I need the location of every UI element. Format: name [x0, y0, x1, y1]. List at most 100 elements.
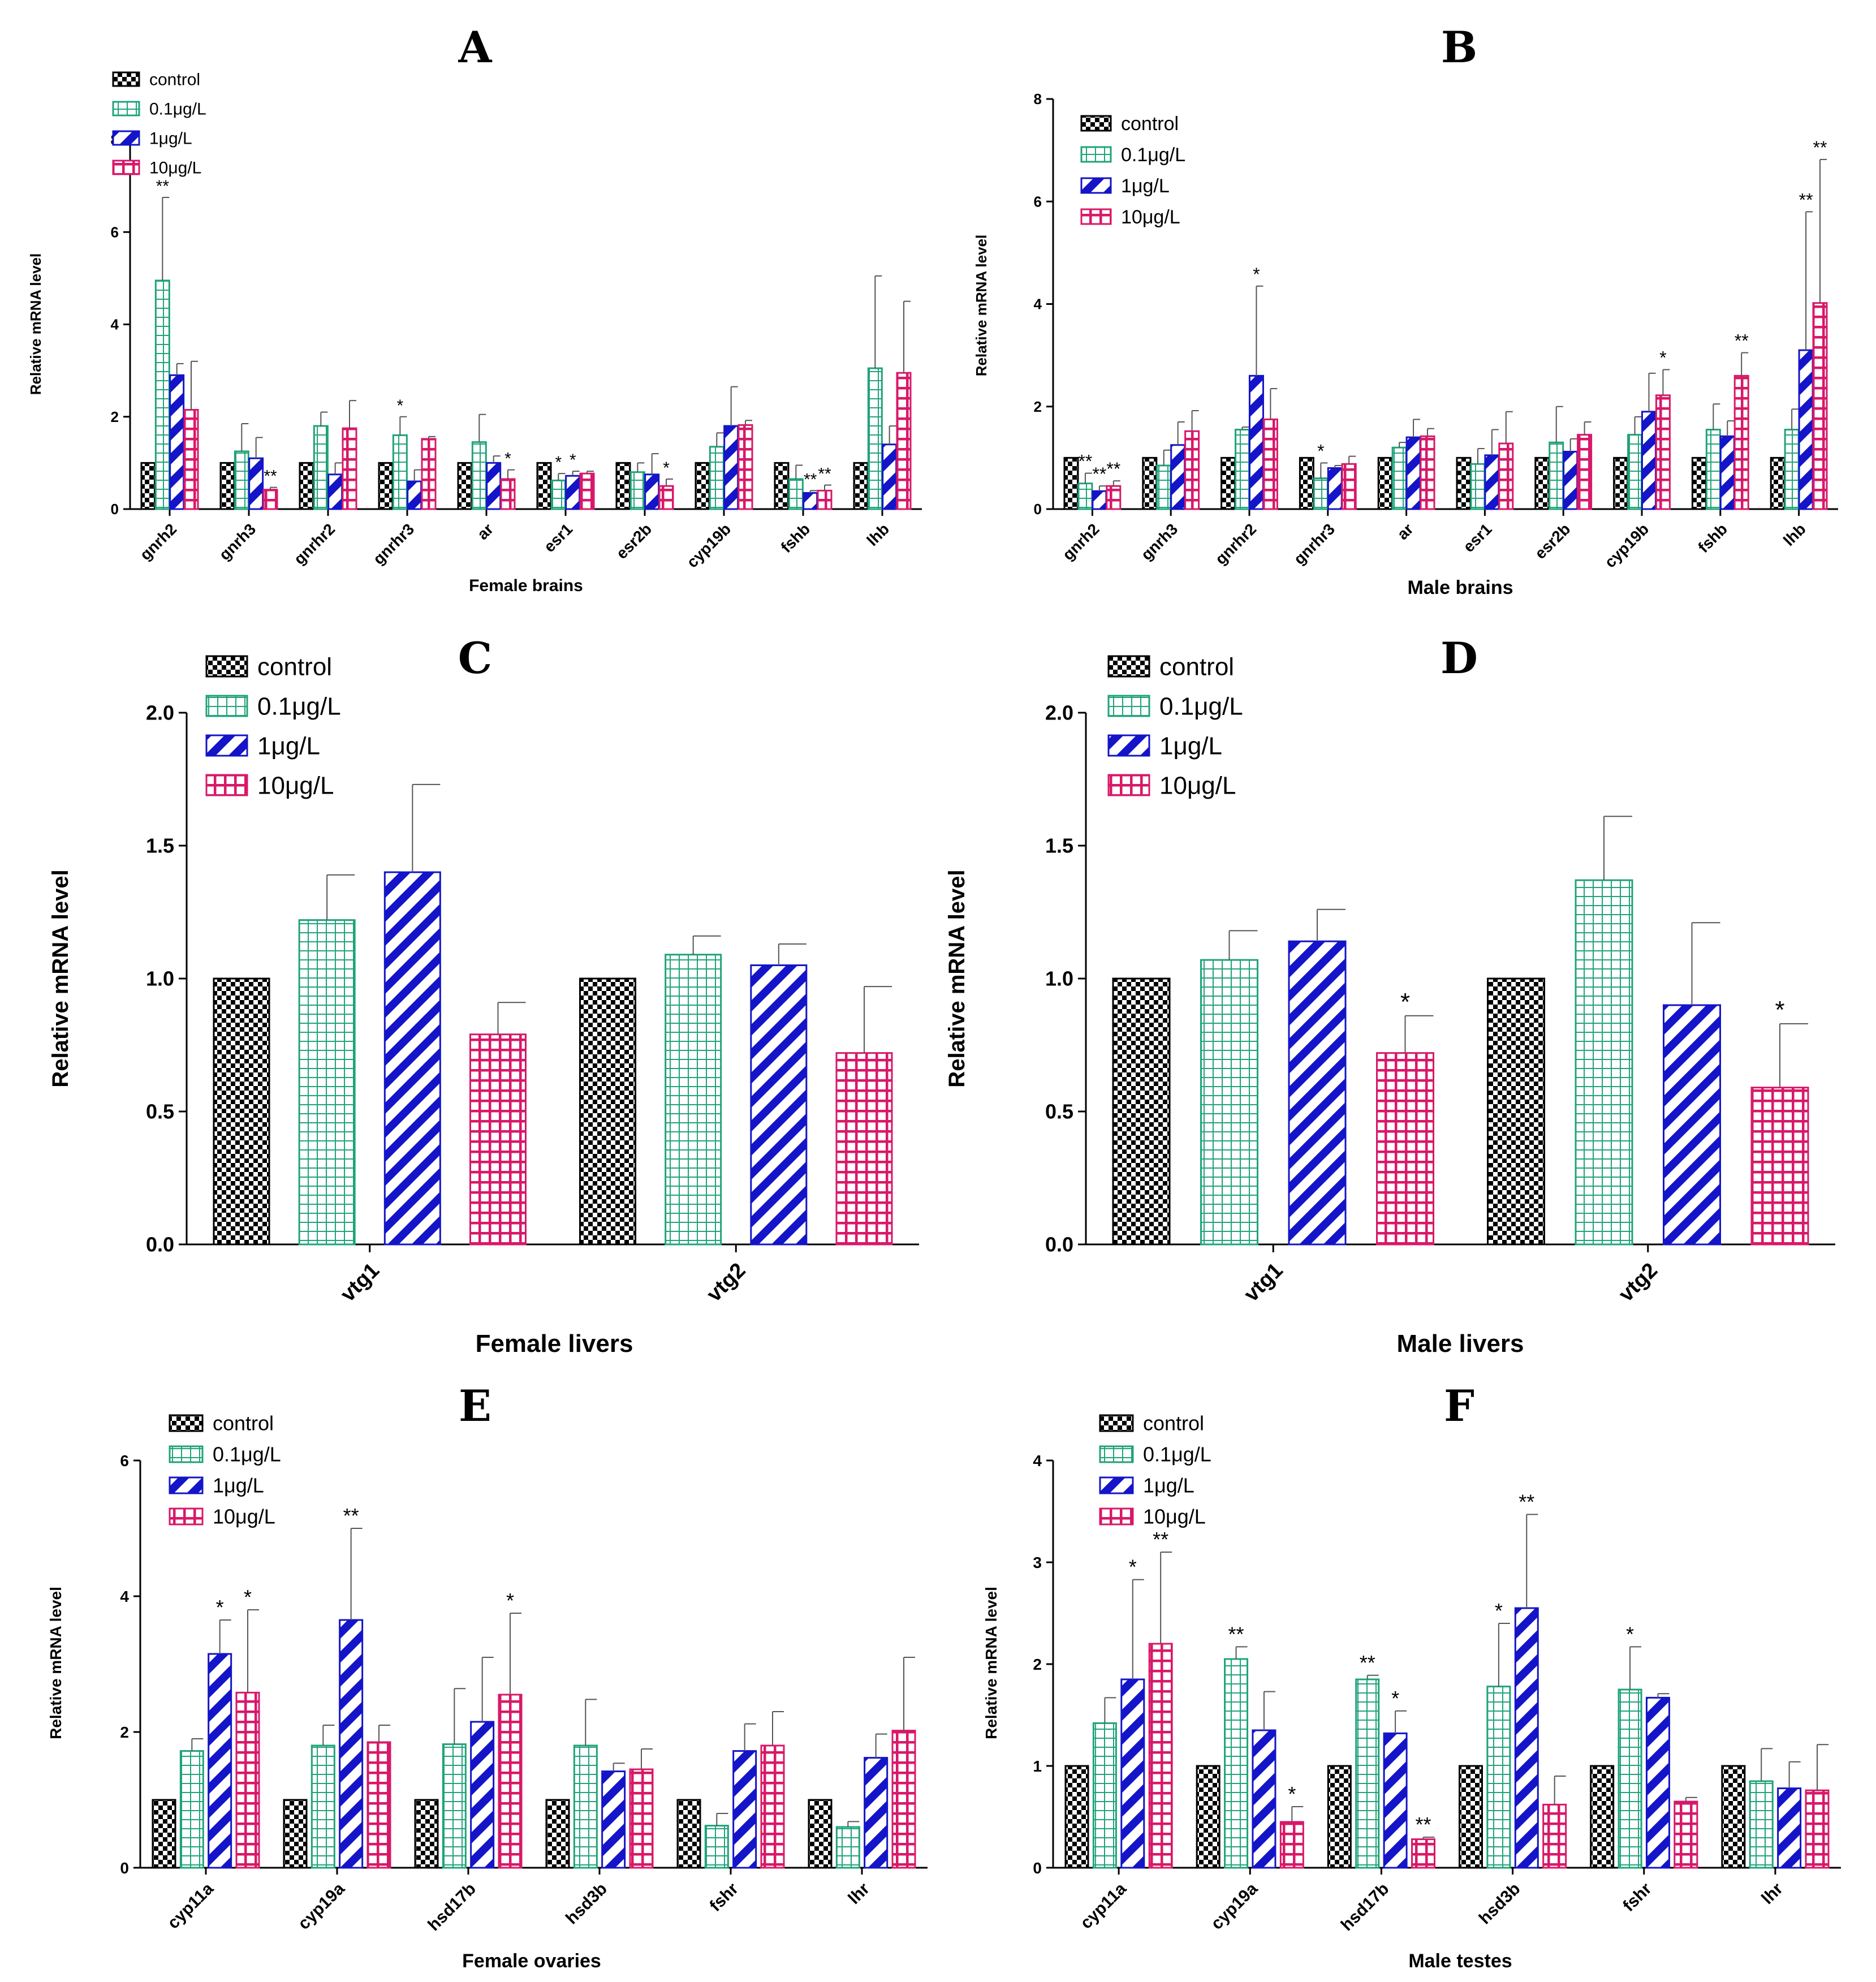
bar-vtg2-series-0: [579, 977, 636, 1246]
x-tick-label: gnrhr2: [291, 520, 339, 568]
significance-mark: *: [244, 1585, 252, 1609]
legend-swatch: [1080, 115, 1112, 132]
legend: control 0.1μg/L 1μg/L 10μg/L: [1107, 653, 1243, 799]
bar-cyp19b-series-0: [695, 462, 710, 510]
y-tick-label: 6: [111, 223, 119, 240]
bar-cyp11a-series-0: [1064, 1765, 1089, 1869]
bar-hsd17b-series-3: [1411, 1838, 1435, 1869]
bar-cyp19b-series-1: [709, 446, 724, 510]
bar-cyp19b-series-1: [1627, 434, 1643, 510]
legend-swatch: [1107, 695, 1150, 717]
bar-gnrhr2-series-3: [1262, 418, 1278, 510]
x-tick-label: esr2b: [613, 520, 655, 563]
significance-mark: *: [570, 451, 576, 469]
x-tick-label: lhb: [1780, 520, 1809, 550]
bar-esr1-series-1: [1470, 463, 1486, 510]
panel-letter: B: [1441, 22, 1477, 72]
bar-cyp19b-series-3: [738, 424, 753, 510]
bar-lhb-series-0: [1770, 456, 1786, 510]
bar-gnrh2-series-3: [183, 409, 199, 510]
bar-fshb-series-2: [1719, 435, 1735, 510]
bar-vtg1-series-3: [1376, 1052, 1434, 1246]
bar-fshb-series-2: [803, 492, 818, 510]
legend-label: 1μg/L: [149, 130, 192, 148]
bar-fshr-series-1: [1618, 1688, 1642, 1869]
bar-gnrhr3-series-2: [1327, 467, 1343, 510]
legend-swatch: [205, 734, 248, 757]
bar-hsd17b-series-0: [1327, 1765, 1352, 1869]
panel-letter: E: [459, 1381, 491, 1431]
y-axis-label: Relative mRNA level: [48, 869, 73, 1087]
x-tick-label: gnrh3: [1138, 520, 1181, 564]
significance-mark: *: [504, 450, 511, 468]
bar-cyp19a-series-1: [310, 1744, 335, 1869]
x-tick-label: gnrh2: [136, 520, 180, 564]
significance-mark: **: [1799, 189, 1813, 210]
legend-label: control: [1143, 1412, 1204, 1435]
significance-mark: **: [1106, 459, 1120, 479]
bar-fshr-series-2: [732, 1750, 757, 1869]
legend-swatch: [1080, 208, 1112, 225]
legend-label: control: [1121, 113, 1179, 135]
bar-gnrh3-series-3: [1184, 430, 1200, 510]
bar-fshb-series-0: [774, 462, 790, 510]
legend-swatch: [112, 71, 140, 87]
legend-label: 10μg/L: [257, 772, 334, 799]
bar-fshr-series-3: [760, 1744, 785, 1869]
bar-gnrh3-series-1: [1156, 464, 1172, 510]
legend-swatch: [1099, 1445, 1134, 1463]
legend-label: control: [257, 653, 332, 680]
bar-vtg1-series-2: [1288, 940, 1347, 1246]
bar-fshr-series-2: [1645, 1696, 1670, 1869]
bar-cyp19a-series-3: [366, 1741, 391, 1869]
bar-ar-series-2: [486, 462, 502, 510]
x-tick-label: fshr: [1619, 1879, 1655, 1915]
legend: control 0.1μg/L 1μg/L 10μg/L: [112, 71, 206, 178]
x-axis-label: Female brains: [469, 576, 583, 595]
legend: control 0.1μg/L 1μg/L 10μg/L: [205, 653, 341, 799]
bar-hsd17b-series-2: [470, 1721, 495, 1869]
bar-ar-series-3: [1420, 435, 1435, 510]
y-tick-label: 0.0: [146, 1233, 174, 1256]
bar-gnrhr3-series-1: [392, 434, 408, 510]
panel-letter: F: [1444, 1381, 1474, 1431]
y-tick-label: 0: [120, 1859, 129, 1877]
bar-fshb-series-3: [1733, 374, 1749, 510]
significance-mark: *: [1659, 348, 1666, 368]
legend-swatch: [169, 1507, 204, 1526]
y-tick-label: 0: [1034, 501, 1042, 518]
significance-mark: *: [1495, 1599, 1503, 1622]
y-tick-label: 2.0: [146, 701, 174, 725]
significance-mark: *: [1391, 1687, 1399, 1710]
bar-vtg2-series-3: [1750, 1087, 1809, 1246]
x-axis-label: Male brains: [1407, 577, 1513, 598]
bar-gnrh3-series-0: [1142, 456, 1158, 510]
legend-swatch: [205, 655, 248, 678]
bar-gnrhr2-series-1: [313, 425, 329, 510]
bar-ar-series-3: [500, 478, 516, 510]
y-tick-label: 0.5: [146, 1100, 174, 1123]
significance-mark: **: [1092, 464, 1106, 484]
x-tick-label: vtg2: [702, 1259, 751, 1307]
bar-lhb-series-3: [1812, 302, 1828, 510]
legend-swatch: [169, 1445, 204, 1463]
bar-gnrhr3-series-2: [407, 480, 422, 510]
bar-gnrh3-series-2: [248, 457, 264, 510]
x-tick-label: lhr: [1758, 1879, 1787, 1908]
bar-esr2b-series-2: [644, 473, 660, 510]
legend-label: 10μg/L: [1143, 1505, 1206, 1528]
legend: control 0.1μg/L 1μg/L 10μg/L: [1080, 113, 1185, 228]
y-tick-label: 6: [1034, 193, 1042, 210]
bar-gnrh2-series-1: [1077, 482, 1093, 510]
significance-mark: *: [1317, 441, 1324, 461]
bar-lhb-series-2: [882, 443, 898, 510]
x-tick-label: hsd17b: [424, 1880, 480, 1935]
legend-label: 10μg/L: [149, 159, 201, 178]
significance-mark: *: [506, 1589, 514, 1612]
x-axis-label: Female livers: [476, 1330, 633, 1358]
legend-swatch: [1107, 774, 1150, 796]
bar-esr1-series-3: [1498, 442, 1514, 510]
x-tick-label: cyp19a: [1207, 1879, 1262, 1933]
bar-hsd17b-series-2: [1383, 1732, 1408, 1869]
legend-label: control: [149, 71, 200, 89]
